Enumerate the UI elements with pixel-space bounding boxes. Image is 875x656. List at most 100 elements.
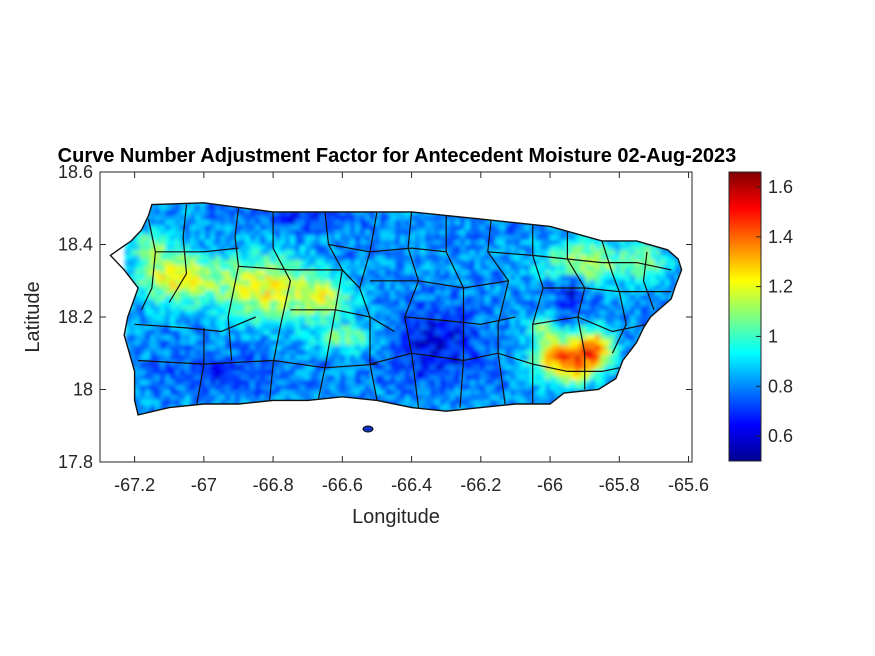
heatmap-cell [405, 275, 411, 281]
heatmap-cell [135, 330, 141, 336]
heatmap-cell [165, 275, 171, 281]
heatmap-cell [455, 380, 461, 386]
heatmap-cell [315, 310, 321, 316]
heatmap-cell [275, 365, 281, 371]
heatmap-cell [295, 250, 301, 256]
heatmap-cell [570, 335, 576, 341]
heatmap-cell [455, 355, 461, 361]
heatmap-cell [175, 320, 181, 326]
heatmap-cell [280, 285, 286, 291]
heatmap-cell [595, 240, 601, 246]
heatmap-cell [545, 240, 551, 246]
heatmap-cell [355, 220, 361, 226]
heatmap-cell [475, 295, 481, 301]
heatmap-cell [665, 265, 671, 271]
heatmap-cell [240, 360, 246, 366]
heatmap-cell [430, 320, 436, 326]
heatmap-cell [415, 340, 421, 346]
heatmap-cell [405, 390, 411, 396]
heatmap-cell [170, 395, 176, 401]
heatmap-cell [335, 235, 341, 241]
heatmap-cell [405, 355, 411, 361]
heatmap-cell [250, 385, 256, 391]
heatmap-cell [355, 360, 361, 366]
heatmap-cell [550, 335, 556, 341]
heatmap-cell [140, 230, 146, 236]
heatmap-cell [450, 270, 456, 276]
heatmap-cell [585, 265, 591, 271]
heatmap-cell [305, 320, 311, 326]
heatmap-cell [430, 250, 436, 256]
heatmap-cell [290, 340, 296, 346]
heatmap-cell [455, 400, 461, 406]
heatmap-cell [410, 305, 416, 311]
heatmap-cell [225, 295, 231, 301]
heatmap-cell [160, 365, 166, 371]
heatmap-cell [230, 280, 236, 286]
heatmap-cell [250, 355, 256, 361]
heatmap-cell [380, 350, 386, 356]
heatmap-cell [335, 220, 341, 226]
heatmap-cell [525, 345, 531, 351]
heatmap-cell [360, 320, 366, 326]
heatmap-cell [470, 335, 476, 341]
heatmap-cell [270, 375, 276, 381]
heatmap-cell [425, 325, 431, 331]
heatmap-cell [275, 370, 281, 376]
heatmap-cell [205, 395, 211, 401]
heatmap-cell [520, 370, 526, 376]
heatmap-cell [640, 315, 646, 321]
heatmap-cell [300, 260, 306, 266]
heatmap-cell [315, 330, 321, 336]
heatmap-cell [325, 380, 331, 386]
heatmap-cell [610, 340, 616, 346]
heatmap-cell [535, 375, 541, 381]
heatmap-cell [300, 245, 306, 251]
heatmap-cell [560, 390, 566, 396]
heatmap-cell [210, 295, 216, 301]
heatmap-cell [250, 295, 256, 301]
heatmap-cell [540, 280, 546, 286]
heatmap-cell [550, 240, 556, 246]
heatmap-cell [590, 240, 596, 246]
heatmap-cell [365, 210, 371, 216]
heatmap-cell [310, 260, 316, 266]
heatmap-cell [145, 375, 151, 381]
heatmap-cell [385, 255, 391, 261]
heatmap-cell [645, 260, 651, 266]
heatmap-cell [245, 235, 251, 241]
heatmap-cell [665, 280, 671, 286]
heatmap-cell [335, 230, 341, 236]
heatmap-cell [215, 385, 221, 391]
heatmap-cell [490, 335, 496, 341]
heatmap-cell [330, 255, 336, 261]
heatmap-cell [410, 220, 416, 226]
heatmap-cell [440, 360, 446, 366]
heatmap-cell [165, 335, 171, 341]
heatmap-cell [575, 345, 581, 351]
heatmap-cell [545, 310, 551, 316]
heatmap-cell [475, 340, 481, 346]
heatmap-cell [470, 315, 476, 321]
heatmap-cell [245, 355, 251, 361]
heatmap-cell [500, 315, 506, 321]
heatmap-cell [265, 350, 271, 356]
heatmap-cell [165, 270, 171, 276]
heatmap-cell [160, 395, 166, 401]
heatmap-cell [575, 235, 581, 241]
heatmap-cell [580, 355, 586, 361]
heatmap-cell [385, 210, 391, 216]
heatmap-cell [490, 310, 496, 316]
heatmap-cell [185, 215, 191, 221]
heatmap-cell [320, 225, 326, 231]
heatmap-cell [545, 265, 551, 271]
heatmap-cell [405, 235, 411, 241]
heatmap-cell [380, 365, 386, 371]
heatmap-cell [200, 305, 206, 311]
heatmap-cell [155, 400, 161, 406]
heatmap-cell [265, 345, 271, 351]
heatmap-cell [535, 310, 541, 316]
heatmap-cell [560, 330, 566, 336]
heatmap-cell [565, 320, 571, 326]
heatmap-cell [345, 355, 351, 361]
